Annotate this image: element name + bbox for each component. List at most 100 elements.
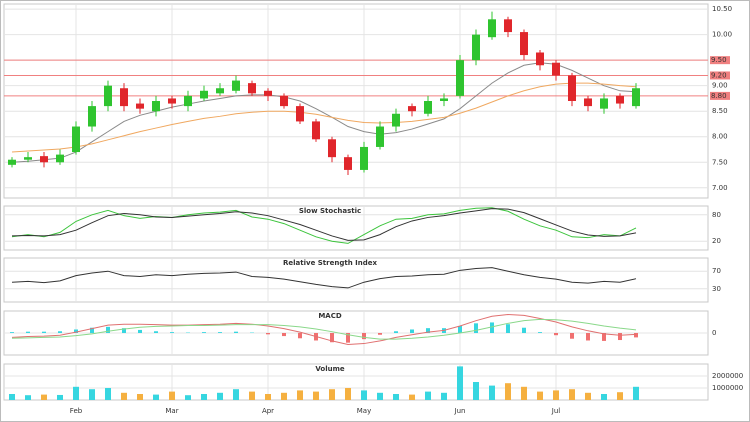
pane-frame: [3, 257, 709, 303]
histogram-bar: [410, 329, 414, 333]
candle-body: [88, 106, 96, 127]
y-tick-label: 9.00: [712, 82, 728, 90]
y-tick-label: 80: [712, 211, 721, 219]
volume-bar: [73, 386, 79, 400]
histogram-bar: [506, 324, 510, 333]
series-line: [11, 314, 637, 345]
y-tick-label: 2000000: [712, 372, 743, 380]
candle-body: [456, 60, 464, 96]
volume-bar: [329, 389, 335, 400]
volume-bar: [361, 390, 367, 400]
volume-bar: [265, 394, 271, 400]
histogram-bar: [490, 322, 494, 333]
histogram-bar: [346, 333, 350, 343]
x-tick-label: Mar: [165, 407, 178, 415]
volume-bar: [233, 389, 239, 400]
volume-bar: [585, 392, 591, 400]
volume-bar: [153, 394, 159, 400]
y-tick-label: 0: [712, 329, 716, 337]
histogram-bar: [106, 326, 110, 333]
volume-bar: [9, 394, 15, 400]
candle-body: [72, 126, 80, 153]
series-line: [11, 318, 637, 340]
volume-bar: [489, 385, 495, 400]
candle-body: [536, 52, 544, 66]
histogram-bar: [330, 333, 334, 343]
level-tag: [710, 56, 730, 65]
histogram-bar: [58, 331, 62, 333]
candle-body: [552, 62, 560, 76]
pane-title: Relative Strength Index: [283, 259, 377, 267]
y-tick-label: 7.00: [712, 184, 728, 192]
histogram-bar: [266, 333, 270, 335]
pane-title: Volume: [315, 365, 345, 373]
histogram-bar: [570, 333, 574, 339]
candle-body: [40, 156, 48, 163]
histogram-bar: [602, 333, 606, 341]
histogram-bar: [10, 332, 14, 333]
histogram-bar: [554, 333, 558, 336]
histogram-bar: [138, 329, 142, 333]
histogram-bar: [634, 333, 638, 338]
y-tick-label: 8.50: [712, 107, 728, 115]
volume-bar: [201, 394, 207, 400]
volume-bar: [377, 392, 383, 400]
volume-bar: [553, 390, 559, 400]
x-tick-label: Jul: [551, 407, 561, 415]
histogram-bar: [90, 327, 94, 333]
volume-bar: [121, 392, 127, 400]
histogram-bar: [26, 331, 30, 333]
histogram-bar: [282, 333, 286, 337]
y-tick-label: 1000000: [712, 384, 743, 392]
histogram-bar: [74, 329, 78, 333]
candle-body: [392, 113, 400, 127]
volume-bar: [393, 394, 399, 400]
volume-bar: [425, 391, 431, 400]
y-tick-label: 10.50: [712, 5, 732, 13]
y-tick-label: 10.00: [712, 31, 732, 39]
candle-body: [136, 103, 144, 109]
candle-body: [408, 106, 416, 112]
volume-bar: [217, 392, 223, 400]
candle-body: [488, 19, 496, 38]
series-line: [11, 208, 637, 241]
volume-bar: [185, 395, 191, 400]
volume-bar: [633, 386, 639, 400]
volume-bar: [441, 392, 447, 400]
candle-body: [328, 139, 336, 158]
candle-body: [104, 85, 112, 107]
volume-bar: [457, 366, 463, 400]
volume-bar: [313, 391, 319, 400]
candle-body: [232, 80, 240, 91]
candle-body: [184, 95, 192, 107]
y-tick-label: 8.00: [712, 133, 728, 141]
candle-body: [264, 90, 272, 96]
level-tag: [710, 71, 730, 80]
volume-bar: [409, 394, 415, 400]
candle-body: [600, 98, 608, 109]
candle-body: [248, 83, 256, 94]
volume-bar: [569, 389, 575, 400]
histogram-bar: [618, 333, 622, 341]
y-tick-label: 30: [712, 285, 721, 293]
series-line: [11, 207, 637, 244]
histogram-bar: [154, 331, 158, 333]
candle-body: [200, 90, 208, 99]
candle-body: [360, 146, 368, 170]
histogram-bar: [122, 328, 126, 333]
candle-body: [584, 98, 592, 107]
volume-bar: [473, 382, 479, 400]
y-tick-label: 20: [712, 237, 721, 245]
histogram-bar: [458, 325, 462, 333]
level-label: 9.20: [711, 71, 727, 79]
candle-body: [520, 32, 528, 56]
volume-bar: [57, 394, 63, 400]
histogram-bar: [234, 331, 238, 333]
level-label: 9.50: [711, 56, 727, 64]
candle-body: [632, 88, 640, 107]
pane-title: MACD: [318, 312, 342, 320]
histogram-bar: [538, 332, 542, 333]
volume-bar: [41, 394, 47, 400]
volume-bar: [137, 394, 143, 400]
